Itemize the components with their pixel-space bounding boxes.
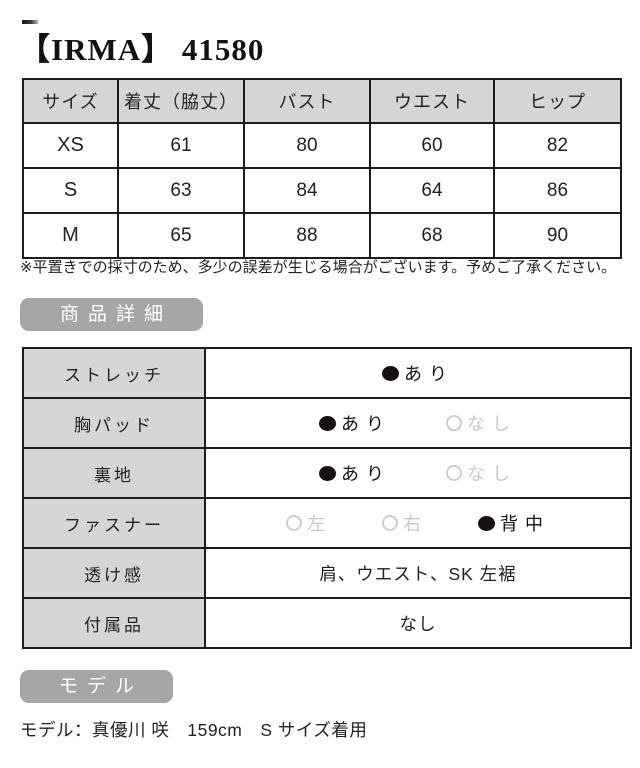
option-label: 背中 — [500, 514, 550, 534]
section-heading-model: モデル — [20, 670, 173, 703]
detail-value: 肩、ウエスト、SK 左裾 — [204, 547, 632, 599]
size-table: サイズ 着丈（脇丈） バスト ウエスト ヒップ XS 61 80 60 82 S… — [22, 78, 622, 259]
table-row: M 65 88 68 90 — [22, 212, 622, 259]
measurement-cell: 90 — [493, 212, 622, 259]
option-selected: 背中 — [478, 510, 550, 536]
option-label: あり — [404, 364, 454, 384]
radio-unselected-icon — [446, 465, 462, 481]
size-label: S — [22, 167, 119, 214]
detail-row-stretch: ストレッチ あり — [22, 347, 632, 399]
option-selected: あり — [319, 460, 391, 486]
radio-selected-icon — [382, 365, 399, 381]
measurement-cell: 63 — [117, 167, 245, 214]
column-header-size: サイズ — [22, 78, 119, 124]
detail-row-fastener: ファスナー 左 右 背中 — [22, 497, 632, 549]
radio-unselected-icon — [382, 515, 398, 531]
measurement-cell: 61 — [117, 122, 245, 169]
radio-selected-icon — [319, 415, 336, 431]
option-label: なし — [467, 464, 517, 484]
detail-label: 裏地 — [22, 447, 206, 499]
column-header-bust: バスト — [243, 78, 371, 124]
option-label: なし — [467, 414, 517, 434]
option-label: あり — [341, 464, 391, 484]
detail-label: ストレッチ — [22, 347, 206, 399]
size-label: XS — [22, 122, 119, 169]
size-label: M — [22, 212, 119, 259]
column-header-waist: ウエスト — [369, 78, 495, 124]
option-unselected: 右 — [382, 510, 428, 536]
measurement-cell: 82 — [493, 122, 622, 169]
detail-row-pad: 胸パッド あり なし — [22, 397, 632, 449]
option-unselected: なし — [446, 410, 517, 436]
product-details-table: ストレッチ あり 胸パッド あり — [22, 347, 632, 649]
option-selected: あり — [382, 360, 454, 386]
scan-artifact — [22, 20, 38, 24]
radio-unselected-icon — [446, 415, 462, 431]
detail-value: なし — [204, 597, 632, 649]
option-unselected: なし — [446, 460, 517, 486]
measurement-cell: 88 — [243, 212, 371, 259]
measurement-cell: 84 — [243, 167, 371, 214]
measurement-cell: 80 — [243, 122, 371, 169]
detail-label: 胸パッド — [22, 397, 206, 449]
size-table-header-row: サイズ 着丈（脇丈） バスト ウエスト ヒップ — [22, 78, 622, 124]
detail-row-lining: 裏地 あり なし — [22, 447, 632, 499]
option-label: あり — [341, 414, 391, 434]
measurement-cell: 86 — [493, 167, 622, 214]
radio-selected-icon — [319, 465, 336, 481]
option-unselected: 左 — [286, 510, 332, 536]
option-selected: あり — [319, 410, 391, 436]
page-title: 【IRMA】 41580 — [19, 32, 265, 67]
section-heading-details: 商品詳細 — [20, 298, 203, 331]
radio-selected-icon — [478, 515, 495, 531]
radio-unselected-icon — [286, 515, 302, 531]
measurement-cell: 60 — [369, 122, 495, 169]
option-label: 右 — [403, 514, 428, 534]
measurement-cell: 68 — [369, 212, 495, 259]
detail-row-sheerness: 透け感 肩、ウエスト、SK 左裾 — [22, 547, 632, 599]
detail-label: 付属品 — [22, 597, 206, 649]
model-info: モデル：真優川 咲 159cm S サイズ着用 — [20, 720, 368, 740]
column-header-hip: ヒップ — [493, 78, 622, 124]
measurement-note: ※平置きでの採寸のため、多少の誤差が生じる場合がございます。予めご了承ください。 — [20, 259, 617, 276]
measurement-cell: 64 — [369, 167, 495, 214]
measurement-cell: 65 — [117, 212, 245, 259]
option-label: 左 — [307, 514, 332, 534]
detail-label: ファスナー — [22, 497, 206, 549]
table-row: XS 61 80 60 82 — [22, 122, 622, 169]
detail-label: 透け感 — [22, 547, 206, 599]
detail-row-accessories: 付属品 なし — [22, 597, 632, 649]
table-row: S 63 84 64 86 — [22, 167, 622, 214]
column-header-length: 着丈（脇丈） — [117, 78, 245, 124]
